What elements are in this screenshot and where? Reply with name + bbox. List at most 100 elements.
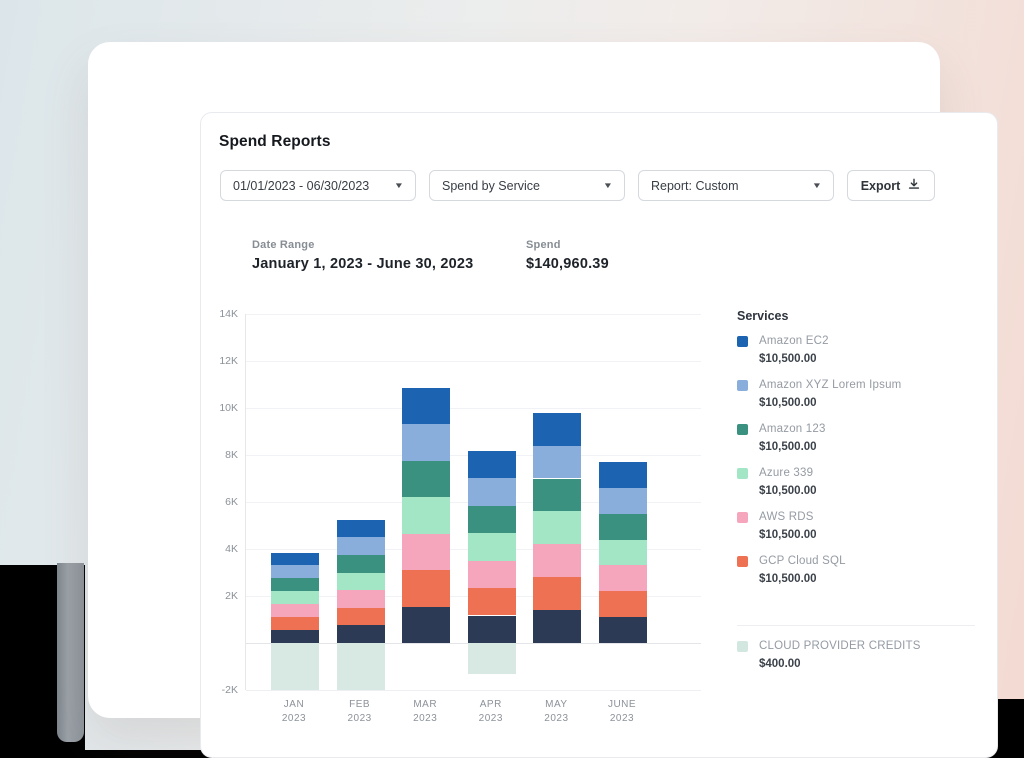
x-axis-tick-label: FEB 2023 bbox=[347, 699, 372, 724]
chevron-down-icon: ▼ bbox=[393, 181, 405, 190]
y-axis-tick-label: 10K bbox=[219, 402, 238, 414]
bar-segment-amazon-ec2[interactable] bbox=[599, 462, 647, 488]
bar-segment-cloud-provider-credits[interactable] bbox=[336, 643, 385, 690]
report-dropdown-value: Report: Custom bbox=[651, 178, 739, 193]
bar-segment-amazon-xyz-lorem-ipsum[interactable] bbox=[402, 424, 451, 461]
bar-segment-unlabeled-service[interactable] bbox=[336, 625, 385, 643]
bar-segment-azure-339[interactable] bbox=[271, 591, 319, 605]
legend-item-name: AWS RDS bbox=[759, 511, 814, 523]
bar-segment-unlabeled-service[interactable] bbox=[271, 630, 319, 643]
bar-segment-gcp-cloud-sql[interactable] bbox=[599, 591, 647, 618]
legend-color-swatch bbox=[737, 380, 748, 391]
report-dropdown[interactable]: Report: Custom ▼ bbox=[638, 170, 834, 201]
spend-value: $140,960.39 bbox=[526, 256, 609, 272]
gridline bbox=[246, 361, 701, 362]
bar-segment-amazon-123[interactable] bbox=[402, 460, 451, 498]
legend-color-swatch bbox=[737, 468, 748, 479]
legend-color-swatch bbox=[737, 512, 748, 523]
legend-item-name: GCP Cloud SQL bbox=[759, 555, 846, 567]
legend-item-name: Amazon XYZ Lorem Ipsum bbox=[759, 379, 902, 391]
bar-segment-amazon-xyz-lorem-ipsum[interactable] bbox=[271, 565, 319, 579]
bar-segment-gcp-cloud-sql[interactable] bbox=[402, 570, 451, 607]
y-axis-tick-label: 4K bbox=[225, 543, 238, 555]
bar-segment-aws-rds[interactable] bbox=[533, 544, 582, 578]
bar-segment-amazon-ec2[interactable] bbox=[467, 450, 516, 479]
bar-segment-amazon-123[interactable] bbox=[599, 513, 647, 540]
x-axis-tick-label: APR 2023 bbox=[478, 699, 503, 724]
legend-item[interactable]: GCP Cloud SQL $10,500.00 bbox=[737, 555, 975, 585]
bar-segment-azure-339[interactable] bbox=[336, 572, 385, 591]
bar-segment-aws-rds[interactable] bbox=[467, 560, 516, 588]
legend-item[interactable]: CLOUD PROVIDER CREDITS $400.00 bbox=[737, 640, 975, 670]
x-axis-tick-label: MAR 2023 bbox=[413, 699, 438, 724]
legend-item[interactable]: Amazon 123 $10,500.00 bbox=[737, 423, 975, 453]
bar-segment-amazon-123[interactable] bbox=[467, 505, 516, 533]
page-title: Spend Reports bbox=[219, 133, 331, 150]
services-legend: Services Amazon EC2 $10,500.00 Amazon XYZ … bbox=[737, 309, 983, 670]
export-button[interactable]: Export bbox=[847, 170, 935, 201]
bar-segment-aws-rds[interactable] bbox=[271, 604, 319, 618]
bar-segment-gcp-cloud-sql[interactable] bbox=[467, 588, 516, 616]
bar-segment-azure-339[interactable] bbox=[599, 539, 647, 566]
date-range-dropdown[interactable]: 01/01/2023 - 06/30/2023 ▼ bbox=[220, 170, 416, 201]
bar-segment-amazon-xyz-lorem-ipsum[interactable] bbox=[599, 487, 647, 514]
bar-segment-gcp-cloud-sql[interactable] bbox=[271, 617, 319, 631]
bar-segment-unlabeled-service[interactable] bbox=[402, 606, 451, 643]
y-axis-tick-label: 14K bbox=[219, 308, 238, 320]
bar-segment-gcp-cloud-sql[interactable] bbox=[336, 607, 385, 626]
bar-segment-amazon-123[interactable] bbox=[271, 578, 319, 592]
legend-color-swatch bbox=[737, 336, 748, 347]
bar-segment-amazon-xyz-lorem-ipsum[interactable] bbox=[467, 478, 516, 506]
legend-item[interactable]: Amazon XYZ Lorem Ipsum $10,500.00 bbox=[737, 379, 975, 409]
bar-segment-unlabeled-service[interactable] bbox=[533, 610, 582, 643]
bar-segment-amazon-xyz-lorem-ipsum[interactable] bbox=[533, 445, 582, 479]
x-axis-tick-label: JUNE 2023 bbox=[607, 699, 637, 724]
stacked-bar-chart: 14K 12K 10K 8K 6K 4K 2K -2K bbox=[219, 308, 701, 696]
bar-segment-amazon-ec2[interactable] bbox=[533, 412, 582, 446]
bar-segment-aws-rds[interactable] bbox=[599, 565, 647, 592]
gridline bbox=[246, 314, 701, 315]
spend-reports-panel: Spend Reports 01/01/2023 - 06/30/2023 ▼ … bbox=[200, 112, 998, 758]
y-axis-tick-label: 2K bbox=[225, 590, 238, 602]
legend-item-amount: $400.00 bbox=[759, 658, 801, 670]
date-range-dropdown-value: 01/01/2023 - 06/30/2023 bbox=[233, 178, 370, 193]
bar-segment-aws-rds[interactable] bbox=[336, 590, 385, 608]
legend-item-name: Amazon EC2 bbox=[759, 335, 829, 347]
legend-item-name: Azure 339 bbox=[759, 467, 814, 479]
chevron-down-icon: ▼ bbox=[602, 181, 614, 190]
bar-segment-aws-rds[interactable] bbox=[402, 533, 451, 571]
legend-item-name: CLOUD PROVIDER CREDITS bbox=[759, 640, 921, 652]
legend-item[interactable]: Azure 339 $10,500.00 bbox=[737, 467, 975, 497]
bar-segment-azure-339[interactable] bbox=[467, 533, 516, 561]
bar-segment-unlabeled-service[interactable] bbox=[467, 615, 516, 643]
legend-color-swatch bbox=[737, 424, 748, 435]
download-icon bbox=[907, 177, 921, 194]
legend-item[interactable]: Amazon EC2 $10,500.00 bbox=[737, 335, 975, 365]
bar-segment-amazon-ec2[interactable] bbox=[271, 552, 319, 566]
bar-segment-amazon-123[interactable] bbox=[336, 554, 385, 573]
gridline bbox=[246, 690, 701, 691]
bar-segment-gcp-cloud-sql[interactable] bbox=[533, 577, 582, 611]
bar-segment-unlabeled-service[interactable] bbox=[599, 617, 647, 643]
bar-segment-amazon-ec2[interactable] bbox=[402, 388, 451, 425]
legend-divider bbox=[737, 625, 975, 626]
date-range-value: January 1, 2023 - June 30, 2023 bbox=[252, 256, 474, 272]
bar-segment-azure-339[interactable] bbox=[533, 511, 582, 545]
y-axis-tick-label: 12K bbox=[219, 355, 238, 367]
outer-card: Spend Reports 01/01/2023 - 06/30/2023 ▼ … bbox=[88, 42, 998, 758]
chart-x-axis-labels: JAN 2023 FEB 2023 MAR 2023 APR 2023 MAY 2023 JUNE 2… bbox=[245, 698, 701, 732]
date-range-label: Date Range bbox=[252, 239, 315, 251]
bar-segment-cloud-provider-credits[interactable] bbox=[271, 643, 319, 690]
bar-segment-amazon-ec2[interactable] bbox=[336, 519, 385, 538]
chevron-down-icon: ▼ bbox=[811, 181, 823, 190]
bar-segment-amazon-xyz-lorem-ipsum[interactable] bbox=[336, 537, 385, 555]
x-axis-tick-label: JAN 2023 bbox=[281, 699, 307, 724]
legend-item-amount: $10,500.00 bbox=[759, 397, 817, 409]
bar-segment-azure-339[interactable] bbox=[402, 497, 451, 534]
legend-item-amount: $10,500.00 bbox=[759, 441, 817, 453]
legend-item[interactable]: AWS RDS $10,500.00 bbox=[737, 511, 975, 541]
bar-segment-amazon-123[interactable] bbox=[533, 478, 582, 512]
bar-segment-cloud-provider-credits[interactable] bbox=[467, 643, 516, 674]
legend-color-swatch bbox=[737, 556, 748, 567]
view-dropdown[interactable]: Spend by Service ▼ bbox=[429, 170, 625, 201]
